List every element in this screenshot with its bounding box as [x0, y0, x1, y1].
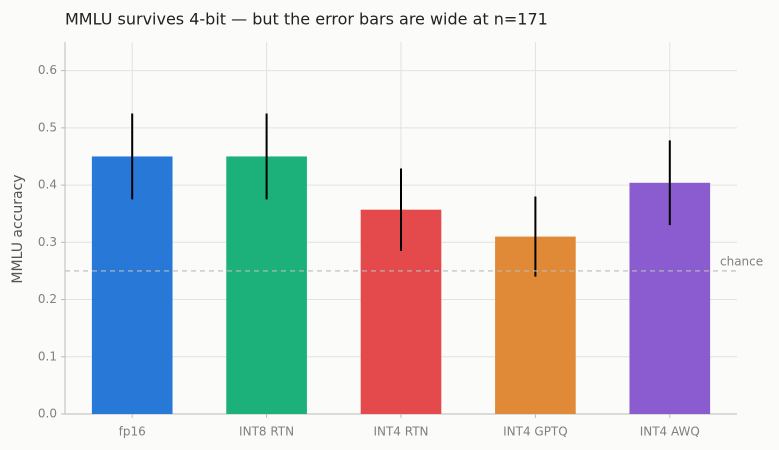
y-axis-label: MMLU accuracy	[10, 174, 26, 283]
reference-label: chance	[720, 254, 763, 268]
y-tick-label: 0.3	[38, 235, 57, 249]
x-tick-label: INT4 AWQ	[640, 425, 700, 439]
chart-title: MMLU survives 4-bit — but the error bars…	[65, 10, 548, 29]
y-tick-label: 0.4	[38, 178, 57, 192]
y-tick-label: 0.6	[38, 63, 57, 77]
x-tick-label: INT8 RTN	[239, 425, 294, 439]
x-tick-label: INT4 RTN	[373, 425, 428, 439]
y-tick-label: 0.2	[38, 292, 57, 306]
x-tick-label: fp16	[119, 425, 146, 439]
y-tick-label: 0.1	[38, 349, 57, 363]
x-tick-label: INT4 GPTQ	[503, 425, 568, 439]
y-tick-label: 0.5	[38, 120, 57, 134]
y-tick-label: 0.0	[38, 407, 57, 421]
